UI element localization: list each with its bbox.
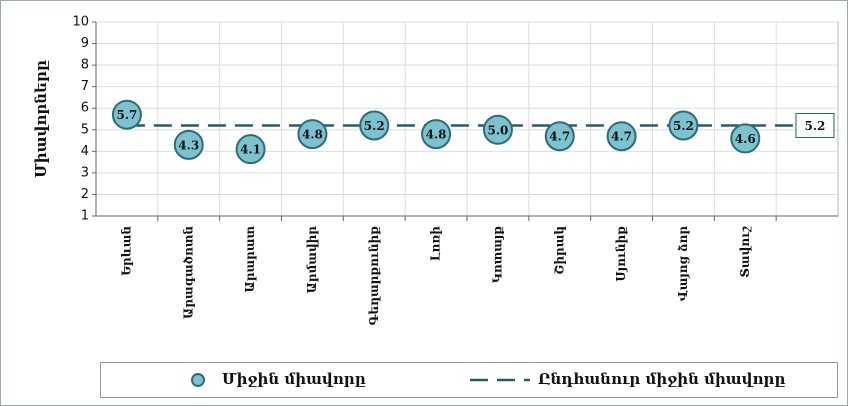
y-tick-label: 7 bbox=[81, 79, 89, 94]
point bbox=[297, 119, 328, 150]
y-tick-label: 3 bbox=[81, 165, 89, 180]
x-tick-label: Վայոց ձոր bbox=[676, 226, 690, 302]
value-label: 5.0 bbox=[487, 123, 508, 137]
average-label-box bbox=[795, 112, 835, 138]
value-label: 4.8 bbox=[302, 128, 323, 142]
y-tick-label: 8 bbox=[81, 58, 89, 73]
value-label: 5.2 bbox=[364, 119, 385, 133]
point bbox=[730, 123, 761, 154]
point bbox=[235, 134, 266, 165]
y-tick-label: 9 bbox=[81, 36, 89, 51]
y-tick-label: 10 bbox=[72, 15, 89, 30]
point bbox=[421, 119, 452, 150]
x-tick-label: Լոռի bbox=[429, 226, 443, 261]
y-tick-label: 5 bbox=[81, 122, 89, 137]
point bbox=[482, 114, 513, 145]
x-tick-label: Երևան bbox=[119, 226, 133, 276]
legend-label: Միջին միավորը bbox=[222, 370, 366, 388]
value-label: 4.7 bbox=[611, 130, 632, 144]
point bbox=[111, 99, 142, 130]
y-tick-label: 1 bbox=[81, 209, 89, 224]
y-tick-label: 6 bbox=[81, 101, 89, 116]
y-axis-label: Միավորները bbox=[32, 60, 50, 178]
x-tick-label: Գեղարքունիք bbox=[367, 226, 381, 326]
point bbox=[544, 121, 575, 152]
value-label: 4.7 bbox=[549, 130, 570, 144]
average-label: 5.2 bbox=[805, 119, 826, 133]
value-label: 4.3 bbox=[178, 138, 199, 152]
value-label: 4.1 bbox=[240, 143, 261, 157]
x-tick-label: Շիրակ bbox=[552, 226, 566, 275]
x-tick-label: Արագածոտն bbox=[181, 226, 195, 319]
x-tick-label: Արարատ bbox=[243, 225, 257, 292]
value-label: 4.8 bbox=[426, 128, 447, 142]
legend-label: Ընդհանուր միջին միավորը bbox=[538, 370, 785, 388]
legend-marker bbox=[191, 373, 205, 387]
legend bbox=[100, 362, 838, 398]
value-label: 4.6 bbox=[735, 132, 756, 146]
x-tick-label: Տավուշ bbox=[738, 226, 752, 278]
y-tick-label: 2 bbox=[81, 187, 89, 202]
point bbox=[606, 121, 637, 152]
x-tick-label: Արմավիր bbox=[305, 226, 319, 294]
y-tick-label: 4 bbox=[81, 144, 89, 159]
value-label: 5.2 bbox=[673, 119, 694, 133]
point bbox=[173, 129, 204, 160]
x-tick-label: Կոտայք bbox=[490, 226, 504, 283]
x-tick-label: Սյունիք bbox=[614, 226, 628, 282]
value-label: 5.7 bbox=[116, 108, 137, 122]
point bbox=[359, 110, 390, 141]
point bbox=[668, 110, 699, 141]
